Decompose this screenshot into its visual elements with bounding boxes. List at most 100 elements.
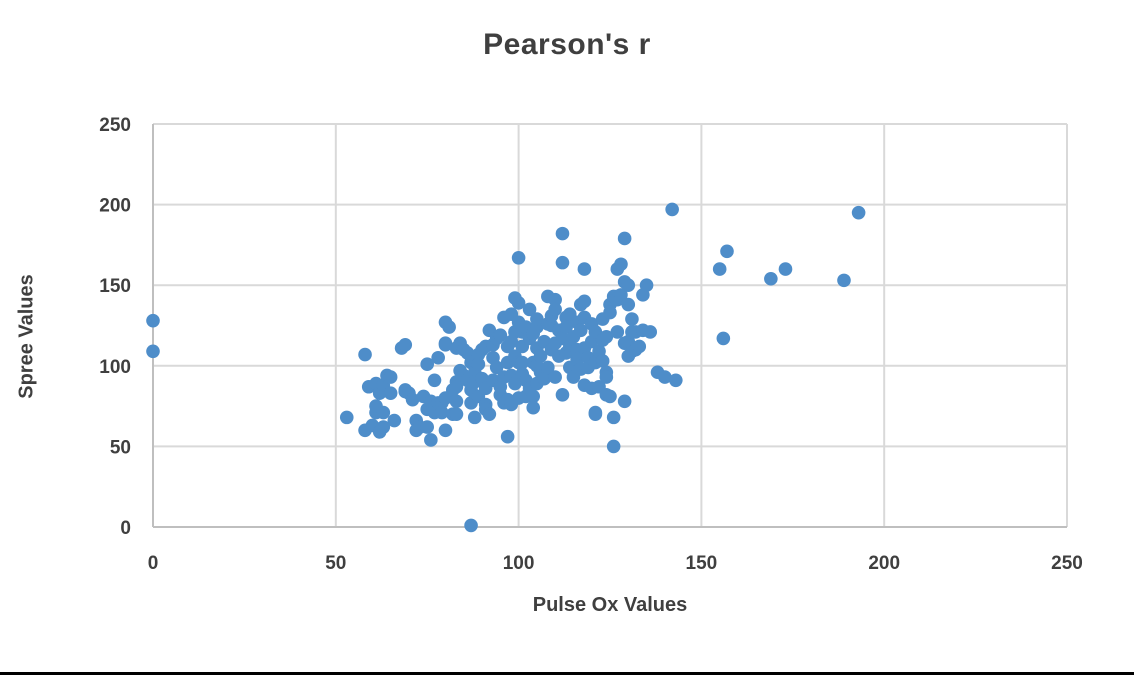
data-point[interactable] — [712, 262, 727, 276]
data-point[interactable] — [471, 357, 486, 371]
data-point[interactable] — [464, 518, 478, 533]
data-point[interactable] — [559, 320, 573, 334]
data-point[interactable] — [621, 278, 636, 293]
x-tick-label-2: 100 — [503, 553, 535, 574]
data-point[interactable] — [522, 302, 537, 317]
x-tick-label-4: 200 — [868, 553, 900, 574]
data-point[interactable] — [508, 376, 522, 391]
data-points — [146, 202, 866, 533]
data-point[interactable] — [383, 386, 398, 401]
data-point[interactable] — [555, 226, 570, 241]
data-point[interactable] — [146, 344, 160, 359]
data-point[interactable] — [449, 379, 464, 394]
data-point[interactable] — [599, 370, 614, 384]
data-point[interactable] — [442, 320, 456, 334]
data-point[interactable] — [577, 294, 592, 309]
y-tick-label-3: 150 — [99, 276, 131, 297]
data-point[interactable] — [669, 373, 683, 388]
data-point[interactable] — [424, 433, 438, 447]
data-point[interactable] — [420, 357, 435, 371]
data-point[interactable] — [515, 355, 530, 370]
y-tick-label-1: 50 — [110, 437, 131, 458]
data-point[interactable] — [599, 329, 614, 344]
y-tick-label-0: 0 — [120, 518, 131, 539]
data-point[interactable] — [595, 354, 610, 368]
data-point[interactable] — [720, 244, 734, 259]
data-point[interactable] — [716, 331, 731, 346]
y-tick-label-5: 250 — [99, 115, 131, 136]
data-point[interactable] — [764, 271, 778, 286]
data-point[interactable] — [632, 339, 647, 354]
data-point[interactable] — [427, 373, 442, 388]
data-point[interactable] — [530, 312, 544, 326]
data-point[interactable] — [625, 312, 639, 326]
data-point[interactable] — [606, 410, 621, 425]
y-tick-labels: 0 50 100 150 200 250 — [99, 115, 131, 539]
data-point[interactable] — [376, 405, 391, 420]
data-point[interactable] — [339, 410, 354, 425]
data-point[interactable] — [526, 389, 541, 404]
data-point[interactable] — [493, 328, 508, 342]
data-point[interactable] — [639, 278, 654, 293]
data-point[interactable] — [658, 370, 672, 384]
x-tick-label-1: 50 — [325, 553, 346, 574]
data-point[interactable] — [603, 389, 617, 404]
data-point[interactable] — [614, 257, 628, 272]
data-point[interactable] — [606, 439, 621, 454]
data-point[interactable] — [617, 394, 632, 409]
data-point[interactable] — [383, 370, 398, 384]
data-point[interactable] — [610, 325, 625, 339]
data-point[interactable] — [548, 370, 562, 384]
data-point[interactable] — [617, 231, 632, 246]
data-point[interactable] — [146, 313, 160, 328]
data-point[interactable] — [358, 347, 372, 362]
data-point[interactable] — [511, 296, 526, 310]
data-point[interactable] — [431, 350, 445, 365]
data-point[interactable] — [665, 202, 679, 217]
data-point[interactable] — [420, 420, 435, 434]
x-tick-label-0: 0 — [148, 553, 159, 574]
data-point[interactable] — [438, 423, 453, 438]
data-point[interactable] — [376, 420, 391, 434]
chart-title: Pearson's r — [483, 28, 651, 61]
data-point[interactable] — [449, 394, 464, 409]
data-point[interactable] — [541, 360, 555, 375]
data-point[interactable] — [851, 205, 866, 220]
data-point[interactable] — [621, 297, 636, 312]
y-tick-label-4: 200 — [99, 196, 131, 217]
data-point[interactable] — [837, 273, 851, 288]
data-point[interactable] — [577, 262, 592, 276]
data-point[interactable] — [398, 338, 413, 352]
x-tick-label-3: 150 — [686, 553, 718, 574]
data-point[interactable] — [555, 255, 570, 270]
data-point[interactable] — [405, 392, 420, 407]
data-point[interactable] — [387, 413, 402, 428]
x-axis-title: Pulse Ox Values — [532, 594, 688, 616]
data-point[interactable] — [573, 323, 588, 338]
data-point[interactable] — [778, 262, 793, 276]
window-bottom-border — [0, 672, 1134, 675]
data-point[interactable] — [482, 407, 497, 421]
data-point[interactable] — [500, 429, 515, 444]
data-point[interactable] — [643, 325, 658, 339]
data-point[interactable] — [603, 305, 617, 320]
data-point[interactable] — [614, 288, 628, 302]
data-point[interactable] — [548, 302, 562, 317]
data-point[interactable] — [435, 405, 449, 420]
data-point[interactable] — [438, 338, 453, 352]
data-point[interactable] — [533, 349, 548, 363]
data-point[interactable] — [511, 250, 526, 265]
data-point[interactable] — [526, 400, 541, 415]
x-tick-labels: 0 50 100 150 200 250 — [148, 553, 1083, 574]
data-point[interactable] — [537, 371, 551, 386]
data-point[interactable] — [449, 407, 464, 421]
data-point[interactable] — [548, 292, 562, 307]
x-tick-label-5: 250 — [1051, 553, 1083, 574]
gridlines — [153, 123, 1068, 527]
data-point[interactable] — [489, 360, 504, 375]
data-point[interactable] — [467, 410, 482, 425]
data-point[interactable] — [555, 388, 570, 402]
data-point[interactable] — [588, 407, 603, 421]
